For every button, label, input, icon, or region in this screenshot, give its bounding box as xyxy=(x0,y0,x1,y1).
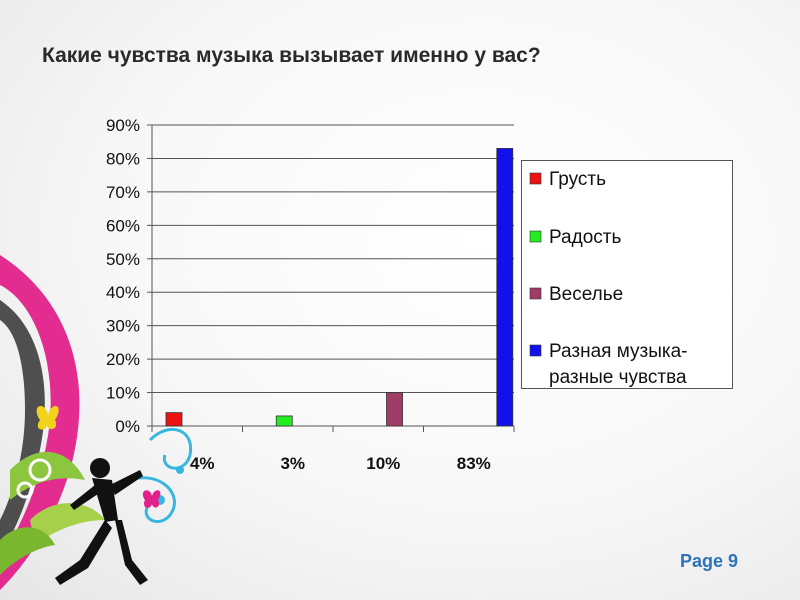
legend-swatch xyxy=(529,172,542,185)
legend-swatch xyxy=(529,344,542,357)
cyan-curl xyxy=(148,427,193,470)
y-tick-label: 30% xyxy=(106,317,140,336)
butterfly xyxy=(36,405,59,430)
cyan-curl xyxy=(129,476,176,523)
y-tick-label: 40% xyxy=(106,283,140,302)
legend-swatch xyxy=(529,287,542,300)
green-leaf xyxy=(30,503,105,545)
legend-label: разные чувства xyxy=(549,367,687,388)
y-tick-label: 70% xyxy=(106,183,140,202)
magenta-swoosh xyxy=(0,255,80,590)
bar-3 xyxy=(386,392,403,427)
category-label: 4% xyxy=(190,454,215,473)
page-number: Page 9 xyxy=(680,551,739,571)
white-ring xyxy=(28,458,52,482)
bar-4 xyxy=(496,148,514,427)
category-label: 10% xyxy=(366,454,400,473)
y-tick-label: 20% xyxy=(106,350,140,369)
y-tick-label: 90% xyxy=(106,116,140,135)
legend-label: Веселье xyxy=(549,284,623,305)
legend-box xyxy=(521,160,733,389)
legend-label: Разная музыка- xyxy=(549,341,688,362)
bar-1 xyxy=(165,412,183,427)
bar-2 xyxy=(275,415,293,427)
dark-swoosh xyxy=(0,300,45,555)
category-label: 3% xyxy=(280,454,305,473)
y-tick-labels: 0% 10% 20% 30% 40% 50% 60% 70% 80% 90% xyxy=(106,116,140,436)
y-tick-label: 0% xyxy=(115,417,140,436)
y-tick-label: 60% xyxy=(106,216,140,235)
legend: Грусть Радость Веселье Разная музыка-разные… xyxy=(529,169,688,388)
category-labels: 4% 3% 10% 83% xyxy=(190,454,491,473)
legend-label: Радость xyxy=(549,227,621,248)
legend-swatch xyxy=(529,230,542,243)
butterfly xyxy=(142,490,161,508)
bars xyxy=(165,148,514,427)
white-ring xyxy=(16,481,34,499)
gridlines xyxy=(147,124,515,432)
green-leaf xyxy=(0,527,55,575)
dancer-silhouette xyxy=(55,458,148,585)
y-tick-label: 10% xyxy=(106,384,140,403)
slide-title: Какие чувства музыка вызывает именно у в… xyxy=(42,44,541,67)
legend-label: Грусть xyxy=(549,169,606,190)
y-tick-label: 50% xyxy=(106,250,140,269)
cyan-dot xyxy=(176,466,184,474)
category-label: 83% xyxy=(457,454,491,473)
y-tick-label: 80% xyxy=(106,149,140,168)
